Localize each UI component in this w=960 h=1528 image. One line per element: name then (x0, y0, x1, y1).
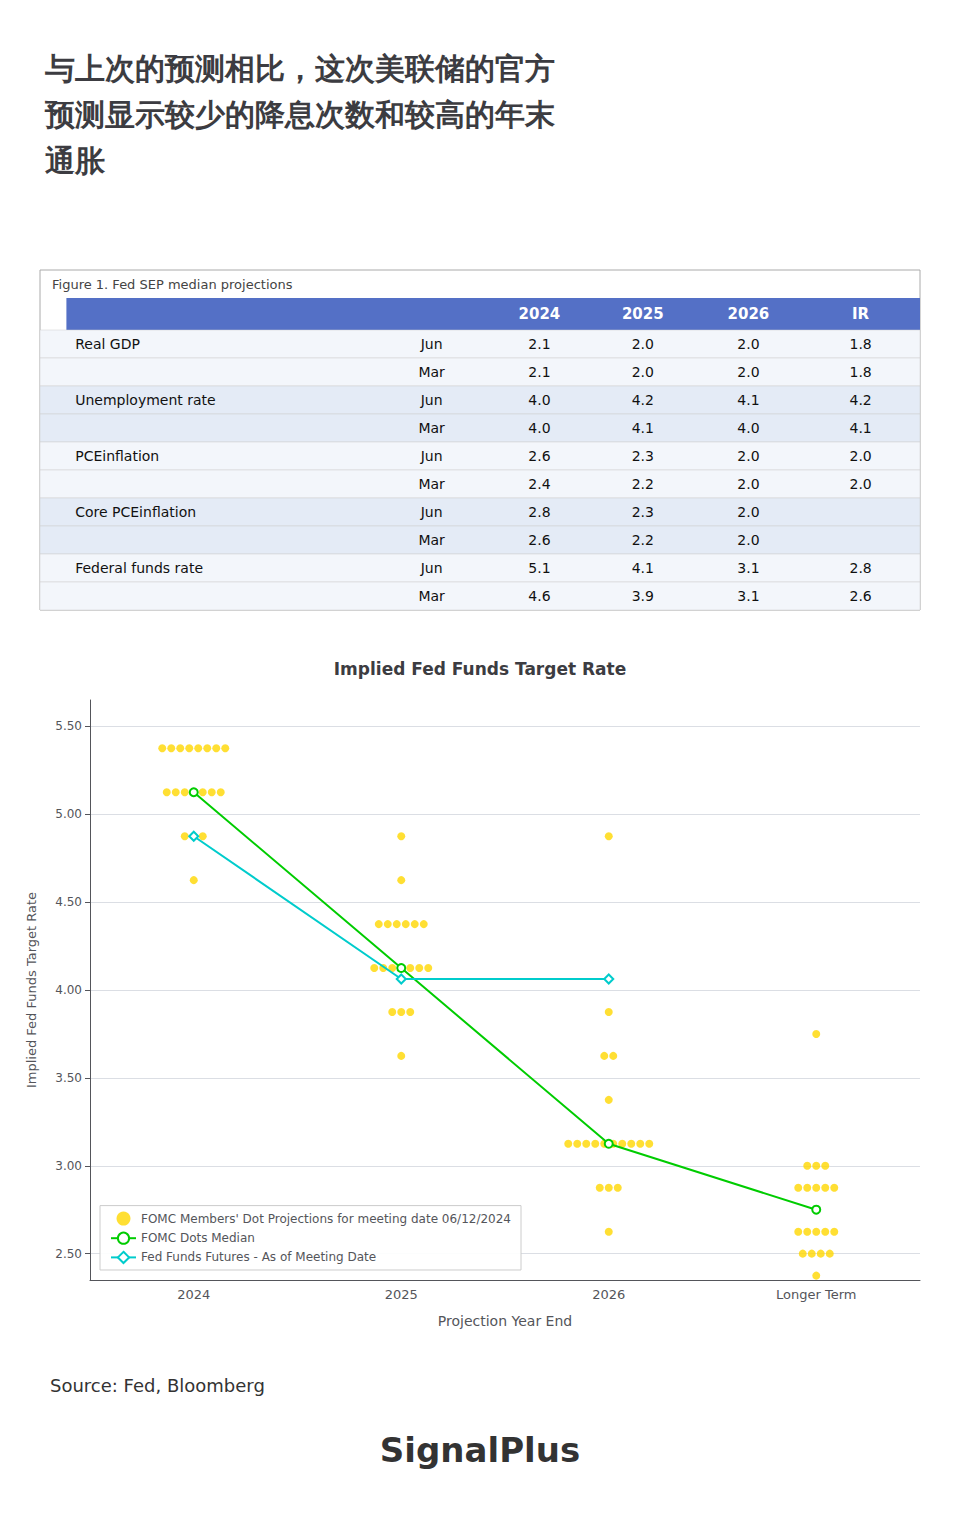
svg-text:预测显示较少的降息次数和较高的年末: 预测显示较少的降息次数和较高的年末 (44, 97, 555, 132)
svg-text:2.0: 2.0 (737, 448, 759, 464)
svg-text:Figure 1. Fed SEP median proje: Figure 1. Fed SEP median projections (52, 277, 293, 292)
svg-text:Longer Term: Longer Term (776, 1287, 856, 1302)
svg-text:2.0: 2.0 (737, 532, 759, 548)
svg-text:3.00: 3.00 (55, 1159, 82, 1173)
svg-text:SignalPlus: SignalPlus (380, 1430, 580, 1470)
svg-text:Mar: Mar (418, 476, 445, 492)
svg-text:2.0: 2.0 (737, 364, 759, 380)
svg-text:5.50: 5.50 (55, 719, 82, 733)
svg-text:4.0: 4.0 (737, 420, 759, 436)
svg-text:2.6: 2.6 (849, 588, 871, 604)
svg-text:1.8: 1.8 (849, 336, 871, 352)
svg-text:3.1: 3.1 (737, 560, 759, 576)
svg-text:4.1: 4.1 (849, 420, 871, 436)
svg-text:1.8: 1.8 (849, 364, 871, 380)
svg-text:Mar: Mar (418, 588, 445, 604)
svg-text:Source: Fed, Bloomberg: Source: Fed, Bloomberg (50, 1375, 265, 1396)
svg-text:2.50: 2.50 (55, 1247, 82, 1261)
svg-text:Real GDP: Real GDP (75, 336, 140, 352)
svg-text:2.2: 2.2 (632, 476, 654, 492)
svg-text:4.2: 4.2 (632, 392, 654, 408)
svg-text:IR: IR (852, 305, 870, 323)
svg-text:4.50: 4.50 (55, 895, 82, 909)
svg-text:4.2: 4.2 (849, 392, 871, 408)
svg-text:4.0: 4.0 (528, 392, 550, 408)
svg-text:4.00: 4.00 (55, 983, 82, 997)
svg-text:3.9: 3.9 (632, 588, 654, 604)
svg-text:2.1: 2.1 (528, 336, 550, 352)
svg-text:Implied Fed Funds Target Rate: Implied Fed Funds Target Rate (24, 892, 39, 1088)
svg-text:Jun: Jun (420, 392, 443, 408)
svg-text:Jun: Jun (420, 560, 443, 576)
svg-text:PCEinflation: PCEinflation (75, 448, 159, 464)
svg-text:2024: 2024 (177, 1287, 210, 1302)
svg-text:2.0: 2.0 (849, 476, 871, 492)
svg-text:FOMC Members' Dot Projections: FOMC Members' Dot Projections for meetin… (141, 1212, 511, 1226)
svg-text:Jun: Jun (420, 448, 443, 464)
svg-text:2.0: 2.0 (737, 504, 759, 520)
svg-text:2.3: 2.3 (632, 448, 654, 464)
svg-text:2.6: 2.6 (528, 448, 550, 464)
svg-text:5.1: 5.1 (528, 560, 550, 576)
svg-text:2025: 2025 (385, 1287, 418, 1302)
svg-text:2.1: 2.1 (528, 364, 550, 380)
svg-text:与上次的预测相比，这次美联储的官方: 与上次的预测相比，这次美联储的官方 (44, 51, 555, 86)
svg-text:Federal funds rate: Federal funds rate (75, 560, 203, 576)
svg-text:3.1: 3.1 (737, 588, 759, 604)
svg-text:Fed Funds Futures - As of Meet: Fed Funds Futures - As of Meeting Date (141, 1250, 376, 1264)
svg-text:Implied Fed Funds Target Rate: Implied Fed Funds Target Rate (334, 659, 626, 679)
svg-text:2.4: 2.4 (528, 476, 550, 492)
svg-text:Mar: Mar (418, 532, 445, 548)
svg-text:2.8: 2.8 (528, 504, 550, 520)
svg-text:2.3: 2.3 (632, 504, 654, 520)
svg-text:2026: 2026 (728, 305, 770, 323)
svg-text:2.8: 2.8 (849, 560, 871, 576)
svg-text:Projection Year End: Projection Year End (438, 1313, 572, 1329)
svg-text:FOMC Dots Median: FOMC Dots Median (141, 1231, 255, 1245)
svg-text:Jun: Jun (420, 504, 443, 520)
svg-text:2024: 2024 (519, 305, 561, 323)
svg-text:2.0: 2.0 (737, 476, 759, 492)
svg-text:4.6: 4.6 (528, 588, 550, 604)
svg-text:4.1: 4.1 (632, 420, 654, 436)
svg-text:通胀: 通胀 (45, 143, 106, 178)
svg-text:2.0: 2.0 (632, 364, 654, 380)
svg-text:2.0: 2.0 (849, 448, 871, 464)
svg-text:Core PCEinflation: Core PCEinflation (75, 504, 196, 520)
svg-text:2.0: 2.0 (737, 336, 759, 352)
svg-text:4.0: 4.0 (528, 420, 550, 436)
svg-text:Mar: Mar (418, 420, 445, 436)
svg-text:2025: 2025 (622, 305, 664, 323)
svg-text:3.50: 3.50 (55, 1071, 82, 1085)
svg-text:4.1: 4.1 (737, 392, 759, 408)
svg-text:5.00: 5.00 (55, 807, 82, 821)
svg-text:Mar: Mar (418, 364, 445, 380)
svg-text:2026: 2026 (592, 1287, 625, 1302)
svg-text:4.1: 4.1 (632, 560, 654, 576)
svg-text:2.6: 2.6 (528, 532, 550, 548)
svg-text:Unemployment rate: Unemployment rate (75, 392, 216, 408)
svg-text:2.0: 2.0 (632, 336, 654, 352)
svg-text:Jun: Jun (420, 336, 443, 352)
svg-text:2.2: 2.2 (632, 532, 654, 548)
